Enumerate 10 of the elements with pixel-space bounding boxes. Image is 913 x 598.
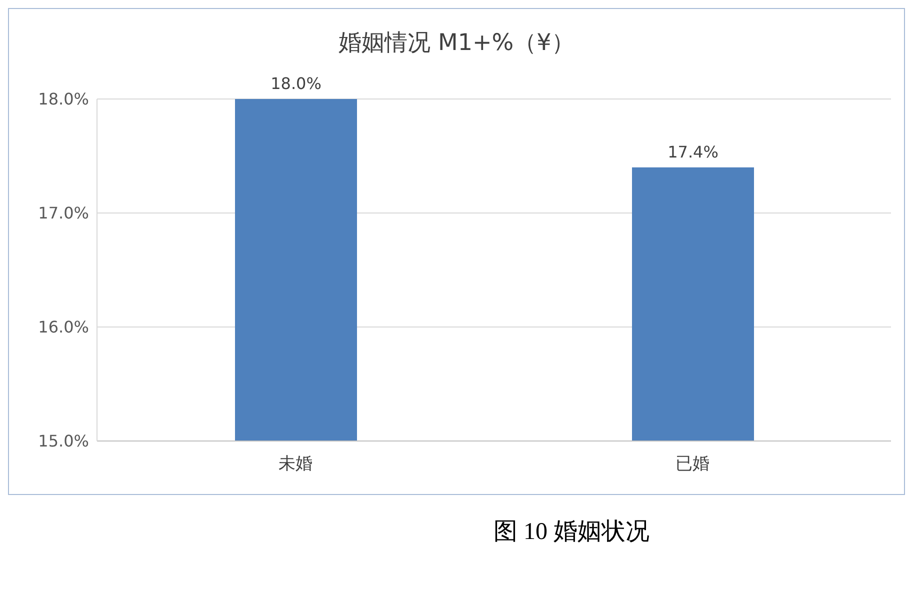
data-label: 18.0% [270, 74, 322, 93]
y-tick-label: 18.0% [38, 90, 89, 109]
data-label: 17.4% [668, 142, 718, 162]
chart-title: 婚姻情况 M1+%（¥） [338, 29, 576, 58]
y-tick-label: 15.0% [38, 432, 89, 451]
caption: 图 10 婚姻状况 [492, 518, 650, 547]
x-tick-label: 未婚 [278, 454, 312, 474]
y-tick-label: 17.0% [38, 204, 89, 223]
y-tick-label: 16.0% [38, 318, 89, 337]
x-tick-label: 已婚 [676, 454, 710, 474]
